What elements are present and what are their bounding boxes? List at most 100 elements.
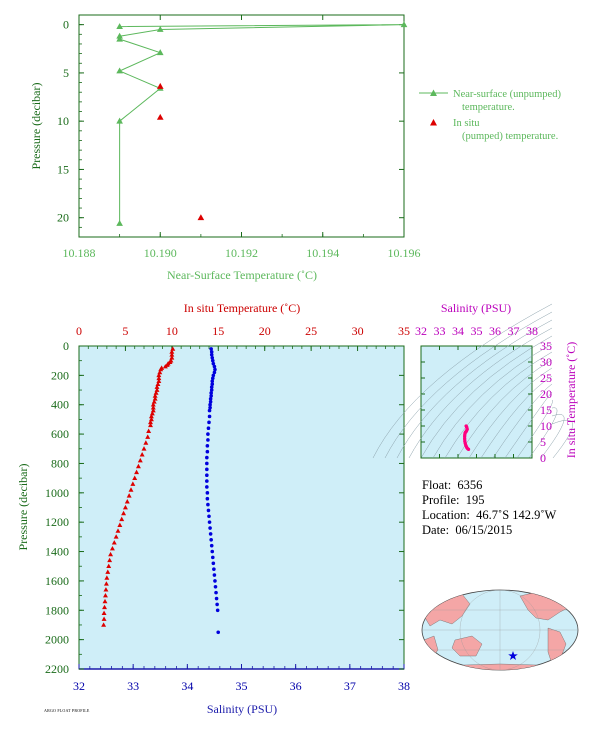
ts-temperature-tick-label: 15 bbox=[540, 403, 552, 417]
ts-temperature-tick-label: 35 bbox=[540, 339, 552, 353]
salinity-point bbox=[205, 461, 209, 466]
pressure-tick-label: 2000 bbox=[45, 633, 69, 647]
salinity-point bbox=[208, 399, 213, 404]
top-x-tick-label: 10.196 bbox=[388, 246, 421, 260]
ts-temperature-label: In situ Temperature (˚C) bbox=[564, 342, 578, 459]
float-location-star-icon bbox=[508, 651, 518, 660]
profile-number: 195 bbox=[465, 493, 485, 507]
ts-temperature-tick-label: 20 bbox=[540, 387, 552, 401]
density-contour bbox=[372, 303, 553, 459]
pressure-axis-label: Pressure (decibar) bbox=[16, 464, 30, 551]
salinity-point bbox=[206, 426, 211, 431]
ts-salinity-tick-label: 34 bbox=[452, 324, 464, 338]
unpumped-temperature-point bbox=[116, 23, 123, 30]
temperature-point bbox=[128, 487, 134, 492]
salinity-point bbox=[213, 584, 218, 589]
top-chart-marks bbox=[116, 21, 408, 226]
temperature-point bbox=[156, 375, 162, 381]
ts-marks bbox=[463, 424, 471, 451]
temperature-point bbox=[103, 587, 109, 592]
salinity-point bbox=[206, 432, 210, 436]
salinity-point bbox=[211, 373, 216, 378]
salinity-point bbox=[205, 491, 210, 495]
pressure-tick-label: 800 bbox=[51, 456, 69, 470]
world-map bbox=[421, 589, 579, 671]
salinity-point bbox=[212, 573, 217, 577]
ts-temperature-tick-label: 10 bbox=[540, 419, 552, 433]
temperature-point bbox=[102, 604, 108, 610]
salinity-point bbox=[207, 514, 211, 519]
antarctica-landmass bbox=[429, 663, 573, 670]
salinity-point bbox=[206, 438, 210, 442]
temperature-point bbox=[139, 452, 145, 457]
near-surface-temperature-chart: 10.188 10.190 10.192 10.194 10.196 05101520 … bbox=[29, 14, 561, 282]
salinity-point bbox=[215, 602, 219, 607]
temperature-point bbox=[169, 355, 175, 360]
salinity-point bbox=[213, 579, 217, 583]
australia-landmass bbox=[451, 635, 483, 657]
density-contour bbox=[540, 414, 565, 459]
profile-marks bbox=[101, 346, 221, 635]
temperature-point bbox=[105, 569, 111, 574]
temperature-point bbox=[107, 557, 113, 563]
temperature-point bbox=[101, 622, 107, 627]
top-y-tick-label: 20 bbox=[57, 211, 69, 225]
unpumped-temperature-point bbox=[116, 117, 123, 124]
ts-salinity-tick-label: 37 bbox=[508, 324, 520, 338]
ts-diagram: 32 33 34 35 36 37 38 0 5 10 15 20 25 30 35 Salinity (… bbox=[372, 301, 578, 465]
temperature-tick-label: 35 bbox=[398, 324, 410, 338]
salinity-point bbox=[205, 444, 210, 448]
salinity-point bbox=[210, 555, 215, 560]
ts-salinity-tick-label: 35 bbox=[471, 324, 483, 338]
density-contour bbox=[396, 319, 553, 459]
density-contour bbox=[516, 399, 553, 459]
ts-point bbox=[466, 447, 471, 451]
temperature-point bbox=[154, 384, 160, 389]
salinity-point bbox=[213, 367, 217, 372]
date-row: Date: 06/15/2015 bbox=[422, 523, 513, 537]
temperature-point bbox=[151, 399, 157, 404]
temperature-tick-label: 10 bbox=[166, 324, 178, 338]
salinity-point bbox=[209, 385, 214, 389]
salinity-point bbox=[205, 485, 209, 489]
salinity-point bbox=[210, 549, 215, 554]
salinity-point bbox=[209, 538, 213, 542]
unpumped-temperature-point bbox=[400, 21, 408, 28]
salinity-point bbox=[212, 567, 216, 571]
top-plot-frame bbox=[78, 14, 405, 238]
ts-temperature-tick-label: 25 bbox=[540, 371, 552, 385]
ts-salinity-tick-label: 32 bbox=[415, 324, 427, 338]
ts-temperature-ticks: 0 5 10 15 20 25 30 35 bbox=[421, 339, 552, 465]
salinity-tick-label: 38 bbox=[398, 679, 410, 693]
salinity-tick-label: 35 bbox=[236, 679, 248, 693]
salinity-point bbox=[208, 405, 212, 410]
temperature-tick-label: 30 bbox=[352, 324, 364, 338]
pressure-tick-label: 200 bbox=[51, 368, 69, 382]
temperature-point bbox=[101, 610, 107, 616]
temperature-point bbox=[109, 546, 115, 551]
temperature-point bbox=[143, 440, 149, 445]
density-contour bbox=[408, 327, 553, 459]
density-contour bbox=[444, 351, 553, 459]
main-plot-frame bbox=[78, 345, 405, 670]
temperature-point bbox=[108, 551, 114, 557]
float-row: Float: 6356 bbox=[422, 478, 483, 492]
temperature-point bbox=[153, 390, 159, 395]
salinity-point bbox=[208, 532, 213, 536]
temperature-point bbox=[130, 481, 136, 486]
unpumped-temperature-point bbox=[156, 25, 164, 32]
ts-salinity-label: Salinity (PSU) bbox=[441, 301, 511, 315]
temperature-point bbox=[104, 575, 110, 580]
salinity-tick-label: 33 bbox=[127, 679, 139, 693]
salinity-tick-label: 36 bbox=[290, 679, 302, 693]
top-x-tick-label: 10.188 bbox=[63, 246, 96, 260]
top-x-axis-label: Near-Surface Temperature (˚C) bbox=[167, 268, 317, 282]
top-y-axis-label: Pressure (decibar) bbox=[29, 83, 43, 170]
ts-salinity-tick-label: 33 bbox=[434, 324, 446, 338]
pressure-tick-label: 1800 bbox=[45, 603, 69, 617]
salinity-point bbox=[205, 467, 209, 472]
temperature-point bbox=[158, 366, 164, 372]
salinity-point bbox=[209, 388, 214, 392]
salinity-point bbox=[211, 561, 216, 566]
temperature-point bbox=[157, 369, 163, 375]
